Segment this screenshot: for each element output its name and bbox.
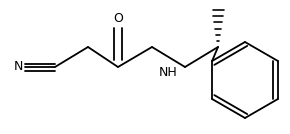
Text: N: N <box>13 60 23 74</box>
Text: NH: NH <box>159 66 177 79</box>
Text: O: O <box>113 12 123 25</box>
